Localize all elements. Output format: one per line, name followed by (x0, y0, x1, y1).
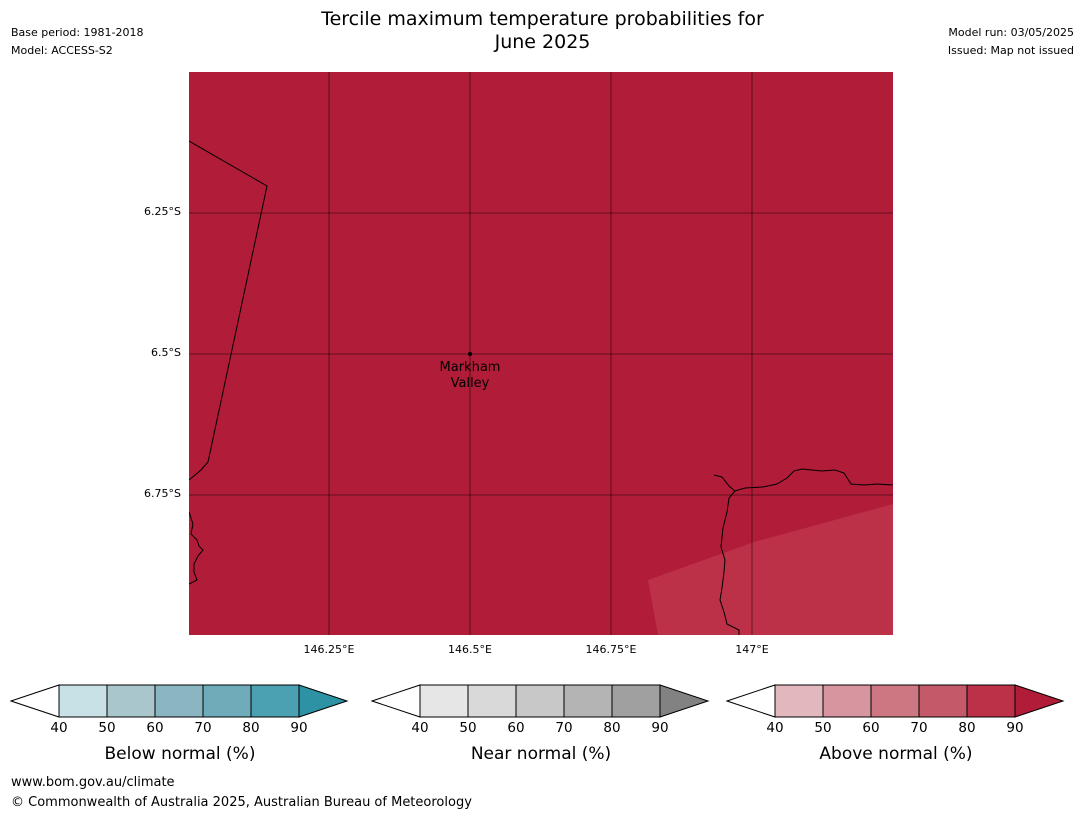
map-title-line1: Tercile maximum temperature probabilitie… (321, 8, 764, 30)
legend-title-below-normal: Below normal (%) (104, 744, 256, 764)
colorbar-above-normal (726, 684, 1065, 718)
place-marker-icon (468, 352, 472, 356)
colorbar-under-triangle (371, 684, 421, 718)
colorbar-segment (467, 684, 517, 718)
colorbar-segment (918, 684, 968, 718)
probability-map[interactable]: Markham Valley (189, 72, 893, 635)
map-canvas: Markham Valley (189, 72, 893, 635)
colorbar-segment (202, 684, 252, 718)
legend-tick: 70 (194, 720, 212, 736)
colorbar-segment (774, 684, 824, 718)
colorbar-under-triangle (726, 684, 776, 718)
legend-tick: 80 (242, 720, 260, 736)
legend-tick: 80 (958, 720, 976, 736)
lon-tick-147: 147°E (735, 643, 769, 656)
legend-near-normal: 40 50 60 70 80 90 Near normal (%) (371, 684, 711, 769)
colorbar-segment (563, 684, 613, 718)
legend-tick: 90 (290, 720, 308, 736)
colorbar-segment (419, 684, 469, 718)
legend-tick: 50 (98, 720, 116, 736)
legend-title-above-normal: Above normal (%) (819, 744, 973, 764)
coastline-east (713, 468, 893, 492)
colorbar-over-triangle (298, 684, 349, 718)
colorbar-over-triangle (659, 684, 710, 718)
place-label-line1: Markham (440, 360, 501, 375)
place-label-line2: Valley (451, 376, 490, 391)
base-period: Base period: 1981-2018 (11, 26, 144, 39)
colorbar-segment (515, 684, 565, 718)
footer-copyright: © Commonwealth of Australia 2025, Austra… (11, 795, 472, 810)
legend-title-near-normal: Near normal (%) (470, 744, 612, 764)
legend-tick: 60 (862, 720, 880, 736)
colorbar-segment (58, 684, 108, 718)
colorbar-segment (870, 684, 920, 718)
lower-probability-area (648, 504, 893, 635)
colorbar-segment (106, 684, 156, 718)
legend-below-normal: 40 50 60 70 80 90 Below normal (%) (10, 684, 350, 769)
model-run: Model run: 03/05/2025 (948, 26, 1074, 39)
colorbar-over-triangle (1014, 684, 1065, 718)
coastline-southwest (189, 511, 204, 585)
lon-tick-146-25: 146.25°E (303, 643, 355, 656)
boundaries (189, 140, 893, 635)
legend-tick: 50 (459, 720, 477, 736)
lat-tick-6-5: 6.5°S (151, 346, 181, 359)
river-east (719, 490, 740, 635)
district-boundary-west (189, 140, 268, 481)
model-name: Model: ACCESS-S2 (11, 44, 113, 57)
colorbar-segment (250, 684, 300, 718)
legend-tick: 60 (146, 720, 164, 736)
map-title: Tercile maximum temperature probabilitie… (0, 8, 1085, 54)
lon-tick-146-5: 146.5°E (448, 643, 492, 656)
legend-tick: 40 (766, 720, 784, 736)
legend-tick: 60 (507, 720, 525, 736)
colorbar-segment (611, 684, 661, 718)
colorbar-near-normal (371, 684, 710, 718)
legend-tick: 70 (555, 720, 573, 736)
map-title-line2: June 2025 (494, 31, 591, 53)
legend-tick: 90 (1006, 720, 1024, 736)
lat-tick-6-25: 6.25°S (144, 205, 181, 218)
legend-above-normal: 40 50 60 70 80 90 Above normal (%) (726, 684, 1066, 769)
issued-status: Issued: Map not issued (947, 44, 1074, 57)
colorbar-segment (822, 684, 872, 718)
legend-tick: 50 (814, 720, 832, 736)
legend-tick: 80 (603, 720, 621, 736)
lat-tick-6-75: 6.75°S (144, 487, 181, 500)
legend-tick: 40 (50, 720, 68, 736)
colorbar-under-triangle (10, 684, 60, 718)
colorbar-below-normal (10, 684, 349, 718)
colorbar-segment (966, 684, 1016, 718)
legend-tick: 70 (910, 720, 928, 736)
graticule (189, 72, 893, 635)
footer-url[interactable]: www.bom.gov.au/climate (11, 775, 175, 790)
legend-tick: 40 (411, 720, 429, 736)
legend-tick: 90 (651, 720, 669, 736)
colorbar-segment (154, 684, 204, 718)
lon-tick-146-75: 146.75°E (585, 643, 637, 656)
